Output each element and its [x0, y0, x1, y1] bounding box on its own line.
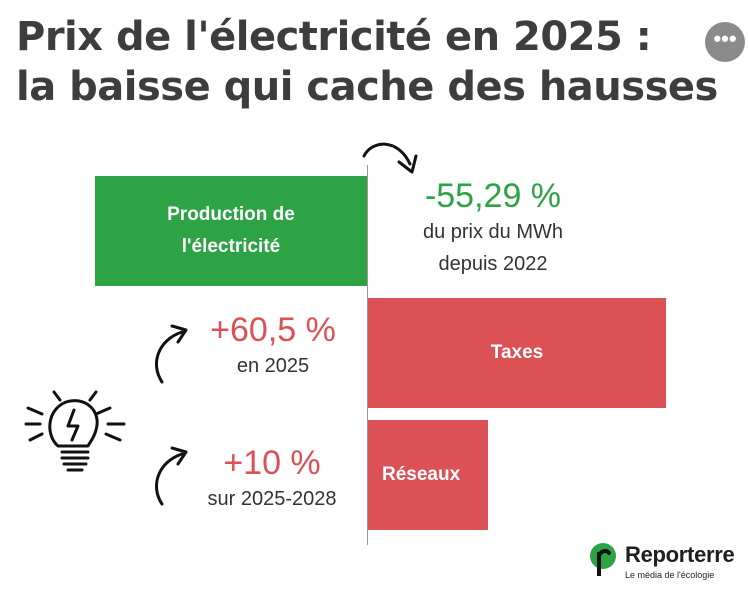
annotation-reseaux: +10 % sur 2025-2028 [192, 443, 352, 515]
brand-name: Reporterre [625, 542, 735, 567]
bar-production: Production de l'électricité [95, 176, 367, 286]
annotation-reseaux-line1: sur 2025-2028 [207, 488, 337, 510]
annotation-taxes: +60,5 % en 2025 [198, 310, 348, 382]
bar-label-taxes: Taxes [490, 342, 544, 363]
bar-label-production-line1: Production de [167, 204, 295, 225]
curved-arrow-icon [155, 446, 188, 506]
annotation-production-line1: du prix du MWh [422, 221, 564, 243]
bar-reseaux: Réseaux [368, 420, 488, 530]
annotation-taxes-line1: en 2025 [236, 355, 310, 377]
brand-tagline: Le média de l'écologie [625, 570, 715, 580]
bar-label-reseaux: Réseaux [382, 464, 461, 485]
reporterre-logo-icon [590, 543, 616, 576]
annotation-production: -55,29 % du prix du MWh depuis 2022 [388, 176, 598, 280]
annotation-taxes-value: +60,5 % [210, 311, 336, 349]
bar-taxes: Taxes [368, 298, 666, 408]
curved-arrow-icon [155, 324, 188, 384]
curved-arrow-icon [362, 142, 418, 174]
chart-title-line2: la baisse qui cache des hausses [16, 64, 718, 110]
annotation-reseaux-value: +10 % [223, 444, 321, 482]
chart-title-line1: Prix de l'électricité en 2025 : [16, 14, 652, 60]
lightbulb-icon [24, 390, 126, 472]
more-options-button[interactable]: ••• [705, 22, 745, 62]
annotation-production-value: -55,29 % [424, 177, 562, 215]
bar-label-production-line2: l'électricité [181, 236, 281, 257]
zero-axis-line [367, 165, 368, 545]
chart-title: Prix de l'électricité en 2025 : la baiss… [16, 12, 718, 112]
annotation-production-line2: depuis 2022 [438, 253, 548, 275]
